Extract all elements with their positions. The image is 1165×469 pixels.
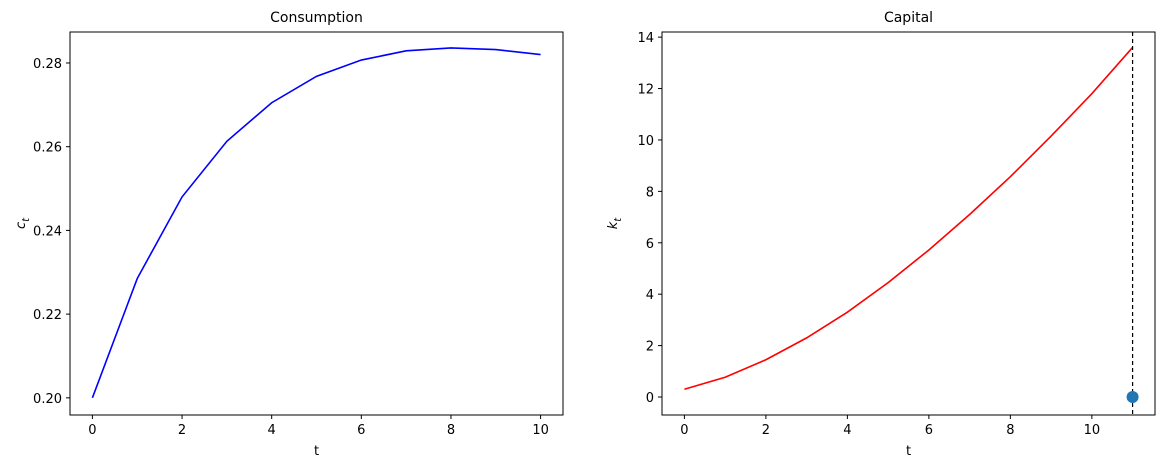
y-label-sub: t <box>613 217 624 222</box>
x-tick-label: 8 <box>1006 423 1014 438</box>
y-tick-label: 0.26 <box>33 141 62 156</box>
y-axis-label: ct <box>14 217 32 229</box>
y-axis-label: kt <box>606 217 624 230</box>
y-tick-label: 0.24 <box>33 224 62 239</box>
y-tick-label: 0.22 <box>33 308 62 323</box>
x-tick-label: 10 <box>1084 423 1101 438</box>
y-tick-label: 0.28 <box>33 57 62 72</box>
y-tick-label: 4 <box>646 288 654 303</box>
point <box>1126 391 1139 404</box>
y-tick-label: 2 <box>646 340 654 355</box>
y-tick-label: 0.20 <box>33 392 62 407</box>
x-tick-label: 4 <box>268 423 276 438</box>
x-tick-label: 2 <box>762 423 770 438</box>
y-tick-label: 10 <box>637 134 654 149</box>
x-tick-label: 2 <box>178 423 186 438</box>
y-tick-label: 12 <box>637 83 654 98</box>
y-tick-label: 0 <box>646 391 654 406</box>
x-tick-label: 4 <box>843 423 851 438</box>
y-label-main: k <box>606 221 621 229</box>
x-tick-label: 6 <box>925 423 933 438</box>
y-tick-label: 6 <box>646 237 654 252</box>
x-tick-label: 0 <box>680 423 688 438</box>
line <box>684 46 1134 391</box>
y-label-main: c <box>14 222 29 229</box>
x-axis-label: t <box>314 444 319 459</box>
x-tick-label: 0 <box>88 423 96 438</box>
x-tick-label: 6 <box>357 423 365 438</box>
axes-frame <box>69 31 564 416</box>
x-tick-label: 10 <box>532 423 549 438</box>
chart-title: Capital <box>884 10 933 26</box>
x-tick-label: 8 <box>447 423 455 438</box>
y-label-sub: t <box>21 217 32 222</box>
y-tick-label: 14 <box>637 31 654 46</box>
x-axis-label: t <box>906 444 911 459</box>
y-tick-label: 8 <box>646 185 654 200</box>
axes-frame <box>661 31 1156 416</box>
chart-title: Consumption <box>270 10 363 26</box>
line <box>91 47 541 399</box>
